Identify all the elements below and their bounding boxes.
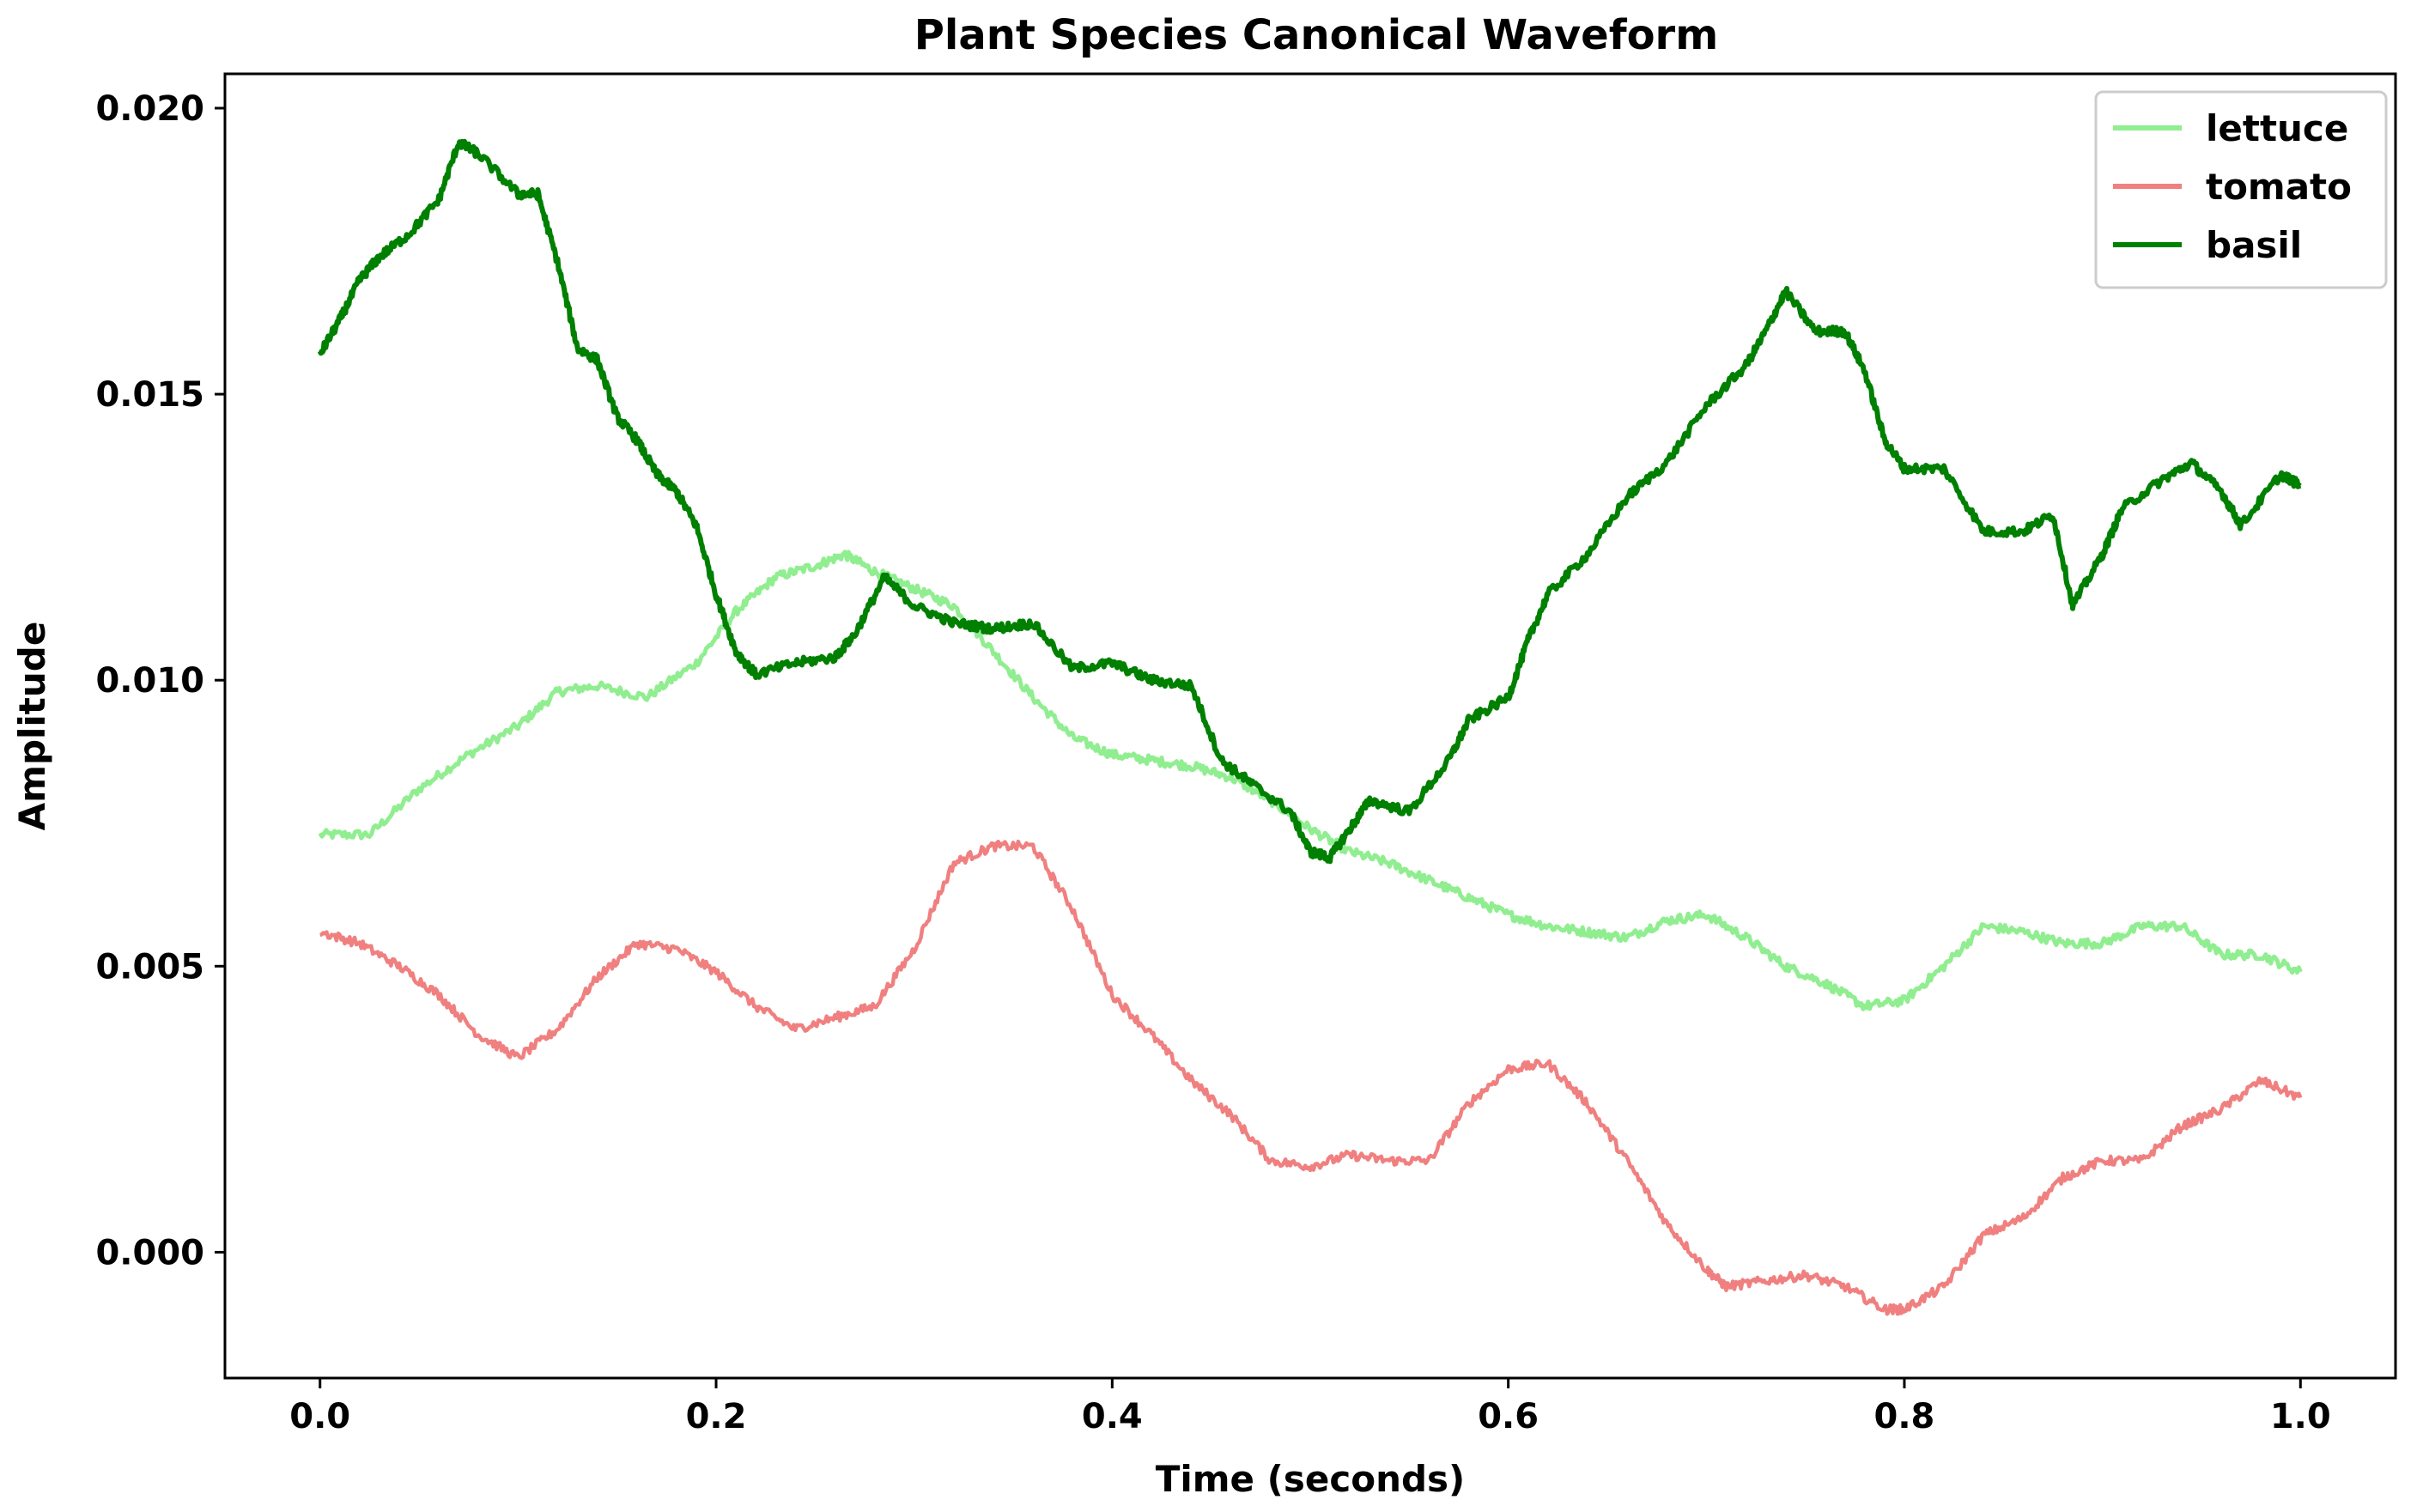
x-tick-label: 0.6 [1478,1397,1539,1436]
series-line-tomato [319,839,2303,1316]
series-layer [317,138,2303,1316]
x-tick-label: 1.0 [2270,1397,2331,1436]
plot-frame [223,72,2397,1380]
y-tick-label: 0.010 [95,661,204,701]
legend: lettuce tomato basil [2094,90,2388,289]
series-line-basil [317,138,2303,865]
x-tick-label: 0.8 [1874,1397,1935,1436]
legend-label-tomato: tomato [2206,166,2352,208]
legend-box [2094,90,2388,289]
chart-title: Plant Species Canonical Waveform [914,11,1719,59]
series-line-lettuce [318,550,2303,1011]
y-tick-label: 0.005 [95,947,204,987]
y-tick-label: 0.000 [95,1233,204,1272]
x-axis: 0.0 0.2 0.4 0.6 0.8 1.0 [289,1378,2331,1436]
legend-label-basil: basil [2206,224,2302,266]
y-tick-label: 0.020 [95,89,204,129]
x-tick-label: 0.2 [686,1397,747,1436]
y-axis-label: Amplitude [11,622,53,831]
legend-label-lettuce: lettuce [2206,107,2348,149]
y-axis: 0.000 0.005 0.010 0.015 0.020 [95,89,225,1272]
y-tick-label: 0.015 [95,375,204,415]
x-axis-label: Time (seconds) [1156,1458,1466,1500]
x-tick-label: 0.4 [1082,1397,1143,1436]
x-tick-label: 0.0 [289,1397,350,1436]
